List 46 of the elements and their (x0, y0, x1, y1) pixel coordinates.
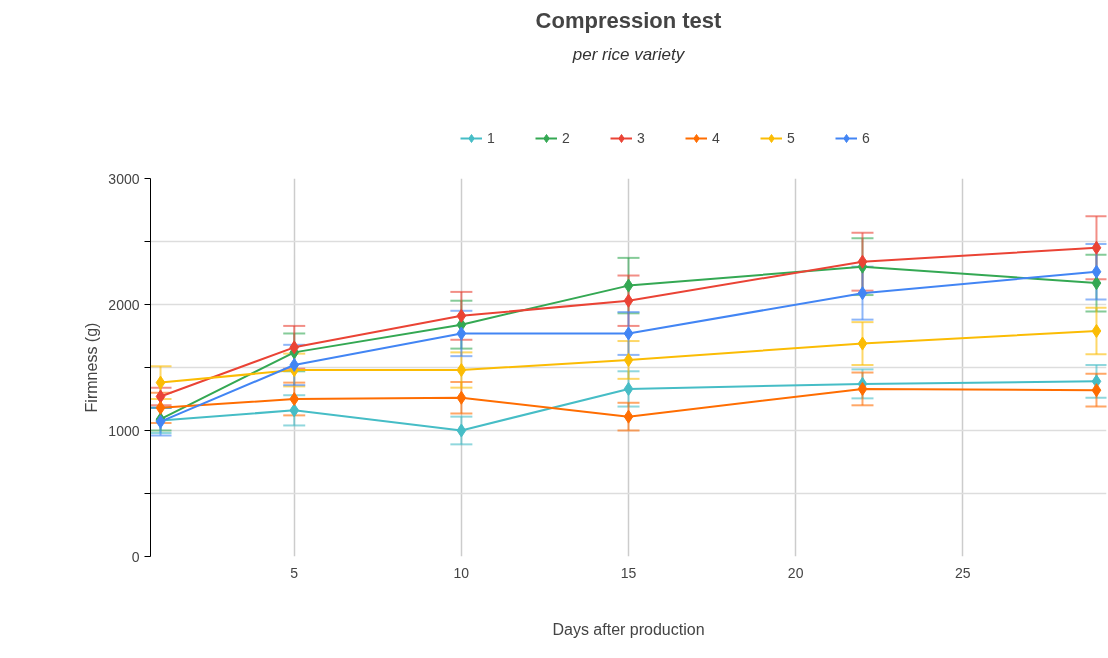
legend-label: 4 (712, 130, 721, 146)
legend-label: 1 (487, 130, 496, 146)
chart-title: Compression test (535, 7, 723, 33)
point (1091, 264, 1102, 279)
y-tick-label: 1000 (108, 422, 140, 439)
point (289, 340, 300, 355)
point (456, 390, 467, 405)
point (1091, 383, 1102, 398)
legend-label: 5 (787, 130, 796, 146)
y-tick-label: 0 (131, 548, 140, 565)
legend-label: 2 (562, 130, 571, 146)
x-axis-title: Days after production (552, 620, 705, 638)
legend-label: 3 (637, 130, 646, 146)
point (857, 286, 868, 301)
point (623, 326, 634, 341)
y-tick-label: 2000 (108, 296, 140, 313)
point (623, 278, 634, 293)
point (289, 357, 300, 372)
point (456, 423, 467, 438)
chart-subtitle: per rice variety (571, 44, 686, 64)
x-tick-label: 15 (620, 564, 637, 581)
point (1091, 276, 1102, 291)
y-tick-label: 3000 (108, 170, 140, 187)
point (857, 381, 868, 396)
point (623, 409, 634, 424)
legend-label: 6 (862, 130, 871, 146)
point (1091, 323, 1102, 338)
point (155, 389, 166, 404)
point (155, 375, 166, 390)
x-tick-label: 20 (787, 564, 804, 581)
point (456, 363, 467, 378)
point (289, 392, 300, 406)
point (1091, 240, 1102, 255)
point (456, 326, 467, 341)
point (289, 403, 300, 418)
point (857, 254, 868, 269)
x-tick-label: 25 (954, 564, 971, 581)
point (623, 381, 634, 396)
y-axis-title: Firmness (g) (83, 322, 101, 413)
point (155, 400, 166, 415)
x-tick-label: 5 (290, 564, 299, 581)
point (623, 352, 634, 367)
point (623, 293, 634, 308)
x-tick-label: 10 (453, 564, 470, 581)
point (857, 336, 868, 351)
point (456, 308, 467, 323)
